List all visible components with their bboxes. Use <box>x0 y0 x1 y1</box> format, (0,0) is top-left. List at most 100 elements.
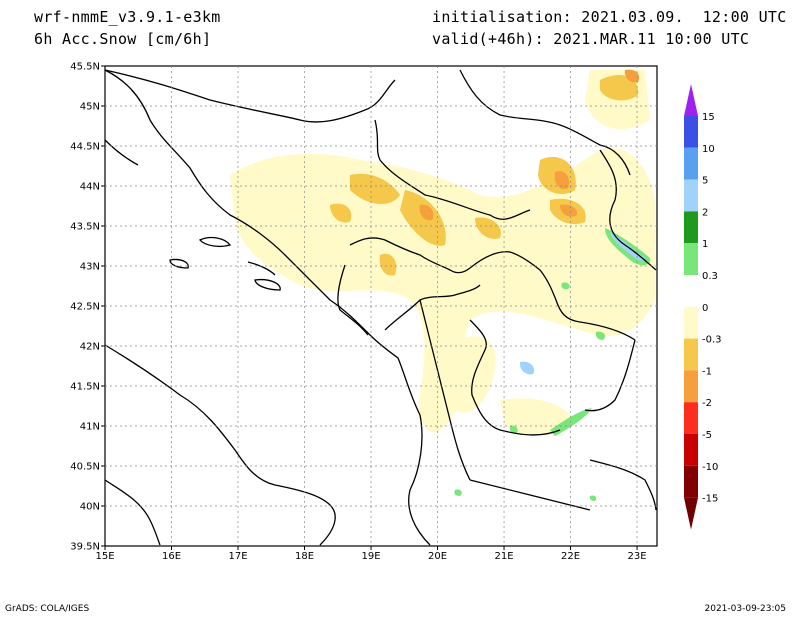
x-tick-label: 18E <box>295 551 314 562</box>
model-name-label: wrf-nmmE_v3.9.1-e3km <box>34 8 221 26</box>
legend-color-swatch <box>684 338 698 371</box>
legend-color-swatch <box>684 211 698 244</box>
border-line <box>469 479 591 511</box>
y-tick-label: 40.5N <box>70 462 100 473</box>
legend-level-label: 0 <box>702 303 708 314</box>
snow-melt-area <box>550 408 592 436</box>
y-tick-label: 43.5N <box>70 222 100 233</box>
legend-level-label: -1 <box>702 366 712 377</box>
croatia-islands <box>169 258 189 269</box>
legend-colorbar: 15 10 5 2 1 0.3 0 -0.3 -1 -2 -5 -10 -15 <box>684 84 722 530</box>
adriatic-coastline-east <box>104 69 431 546</box>
snow-area-light <box>455 336 496 413</box>
border-line <box>469 251 636 341</box>
croatia-islands <box>247 261 276 276</box>
x-tick-label: 20E <box>428 551 447 562</box>
legend-level-label: -5 <box>702 430 712 441</box>
y-tick-label: 43N <box>80 262 100 273</box>
variable-label: 6h Acc.Snow [cm/6h] <box>34 30 212 48</box>
snow-melt-area <box>509 425 518 434</box>
y-tick-label: 45.5N <box>70 62 100 73</box>
legend-color-swatch <box>684 465 698 498</box>
snow-area-medium <box>330 203 352 223</box>
x-tick-label: 21E <box>495 551 514 562</box>
footer-timestamp: 2021-03-09-23:05 <box>704 604 787 614</box>
snow-area-medium <box>379 253 397 276</box>
snow-area-medium <box>600 75 639 101</box>
snow-area-heavy <box>419 204 434 221</box>
y-tick-label: 39.5N <box>70 542 100 553</box>
legend-level-label: -10 <box>702 462 718 473</box>
x-tick-label: 17E <box>228 551 247 562</box>
legend-level-label: -0.3 <box>702 335 722 346</box>
border-line <box>459 69 631 176</box>
y-tick-label: 42.5N <box>70 302 100 313</box>
legend-color-swatch <box>684 275 698 307</box>
legend-color-swatch <box>684 306 698 339</box>
snow-area-medium <box>400 190 446 246</box>
italy-coastline <box>104 344 336 546</box>
legend-bottom-arrow <box>684 497 698 530</box>
snow-melt-area <box>561 282 570 290</box>
snow-melt-area <box>454 489 462 496</box>
legend-color-swatch <box>684 179 698 212</box>
y-tick-label: 44N <box>80 182 100 193</box>
legend-level-label: 15 <box>702 112 715 123</box>
y-tick-label: 41N <box>80 422 100 433</box>
y-tick-label: 41.5N <box>70 382 100 393</box>
border-line <box>349 237 471 274</box>
snow-melt-area <box>595 331 606 340</box>
legend-color-swatch <box>684 243 698 275</box>
snow-area-heavy <box>560 204 578 217</box>
croatia-islands <box>104 139 139 166</box>
italy-coastline <box>104 479 161 546</box>
snow-area-light <box>230 148 655 433</box>
croatia-islands <box>254 278 281 291</box>
border-line <box>104 69 396 123</box>
legend-level-label: 2 <box>702 207 708 218</box>
snow-field <box>230 69 655 501</box>
footer-credit: GrADS: COLA/IGES <box>5 604 90 614</box>
x-tick-label: 22E <box>561 551 580 562</box>
legend-level-label: -2 <box>702 398 712 409</box>
legend-level-label: 0.3 <box>702 271 718 282</box>
legend-color-swatch <box>684 434 698 466</box>
x-tick-label: 16E <box>162 551 181 562</box>
border-line <box>374 119 531 220</box>
x-tick-label: 23E <box>628 551 647 562</box>
y-tick-label: 45N <box>80 102 100 113</box>
snow-area-heavy <box>554 171 570 190</box>
coastlines-borders <box>104 69 657 546</box>
border-line <box>584 339 636 412</box>
border-line <box>419 299 471 481</box>
snow-area-medium <box>350 173 400 205</box>
legend-color-swatch <box>684 370 698 403</box>
y-tick-label: 40N <box>80 502 100 513</box>
snow-area-medium <box>475 217 501 239</box>
croatia-islands <box>198 236 232 247</box>
snow-melt-area <box>519 361 535 375</box>
legend-color-swatch <box>684 147 698 180</box>
legend-level-label: 5 <box>702 176 708 187</box>
snow-area-heavy <box>624 69 640 83</box>
border-line <box>337 264 369 336</box>
x-tick-label: 19E <box>362 551 381 562</box>
gridlines <box>105 66 657 546</box>
y-axis-ticks: 39.5N 40N 40.5N 41N 41.5N 42N 42.5N 43N 43.5N 44N… <box>70 62 105 553</box>
legend-level-label: -15 <box>702 494 718 505</box>
y-tick-label: 44.5N <box>70 142 100 153</box>
valid-time-label: valid(+46h): 2021.MAR.11 10:00 UTC <box>432 30 750 48</box>
legend-top-arrow <box>684 84 698 116</box>
legend-level-label: 1 <box>702 239 708 250</box>
border-line <box>589 459 657 511</box>
init-time-label: initialisation: 2021.03.09. 12:00 UTC <box>432 8 787 26</box>
x-axis-ticks: 15E 16E 17E 18E 19E 20E 21E 22E 23E <box>95 546 647 562</box>
legend-color-swatch <box>684 402 698 434</box>
legend-color-swatch <box>684 116 698 148</box>
snow-melt-area <box>589 495 597 501</box>
border-line <box>469 319 561 436</box>
x-tick-label: 15E <box>95 551 114 562</box>
legend-level-label: 10 <box>702 144 715 155</box>
